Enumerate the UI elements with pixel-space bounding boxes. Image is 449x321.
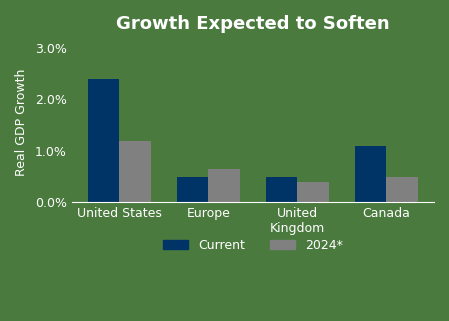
Bar: [355, 146, 387, 202]
Bar: [119, 141, 150, 202]
Bar: [266, 177, 297, 202]
Bar: [177, 177, 208, 202]
Y-axis label: Real GDP Growth: Real GDP Growth: [15, 69, 28, 176]
Title: Growth Expected to Soften: Growth Expected to Soften: [116, 15, 390, 33]
Bar: [88, 79, 119, 202]
Bar: [208, 169, 240, 202]
Bar: [297, 182, 329, 202]
Bar: [387, 177, 418, 202]
Legend: Current, 2024*: Current, 2024*: [158, 234, 348, 256]
